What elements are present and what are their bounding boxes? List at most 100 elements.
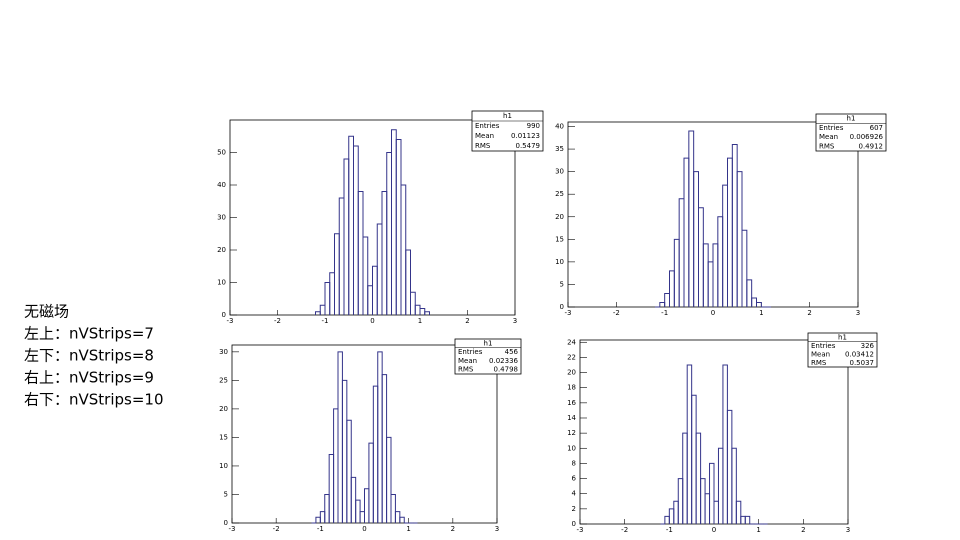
y-tick-label: 0: [572, 520, 576, 528]
y-tick-label: 30: [217, 214, 226, 222]
histogram-bin: [359, 511, 365, 523]
x-tick-label: -1: [666, 526, 673, 534]
histogram-bin: [693, 171, 699, 307]
x-tick-label: -2: [274, 317, 281, 325]
stats-title: h1: [503, 112, 512, 120]
x-tick-label: 1: [756, 526, 760, 534]
note-title: 无磁场: [24, 303, 69, 321]
y-tick-label: 10: [567, 444, 576, 452]
x-tick-label: -2: [613, 309, 620, 317]
histogram-bin: [386, 152, 392, 315]
histogram-bin: [678, 198, 685, 307]
y-tick-label: 10: [555, 258, 564, 266]
histogram-bin: [364, 488, 370, 523]
histogram-bin: [390, 493, 396, 523]
histogram-bin: [717, 447, 724, 524]
stats-value: 990: [527, 122, 540, 130]
stats-value: 0.4912: [859, 142, 884, 150]
y-tick-label: 18: [567, 384, 576, 392]
stats-title: h1: [484, 339, 493, 347]
stats-label: Mean: [811, 350, 830, 358]
histogram-bin: [722, 364, 728, 524]
histogram-bin: [315, 311, 321, 315]
histogram-bin: [414, 304, 421, 315]
histogram-bin: [381, 191, 388, 315]
histogram-bin: [319, 304, 326, 315]
stats-value: 607: [870, 124, 883, 132]
histogram-bin: [405, 249, 411, 315]
histogram-bin: [683, 157, 690, 307]
histogram-bin: [377, 351, 383, 523]
histogram-bin: [682, 432, 688, 524]
y-tick-label: 8: [572, 459, 576, 467]
note-line: 右上：nVStrips=9: [24, 369, 154, 387]
histogram-bin: [673, 238, 680, 307]
histogram-bin: [372, 385, 379, 523]
histogram-bin: [400, 184, 407, 315]
histogram-bin: [386, 436, 392, 523]
y-tick-label: 20: [555, 213, 564, 221]
histogram-bin: [712, 243, 719, 307]
x-tick-label: 3: [856, 309, 860, 317]
stats-label: Mean: [458, 357, 477, 365]
stats-value: 0.02336: [489, 357, 518, 365]
histogram-bin: [324, 493, 330, 523]
y-tick-label: 25: [555, 190, 564, 198]
y-tick-label: 24: [567, 338, 576, 346]
y-tick-label: 25: [219, 376, 228, 384]
histogram-bin: [751, 297, 757, 307]
x-tick-label: 1: [759, 309, 763, 317]
y-tick-label: 5: [560, 280, 564, 288]
histogram-bin: [722, 184, 728, 307]
x-tick-label: 3: [513, 317, 517, 325]
y-tick-label: 22: [567, 353, 576, 361]
histogram-bin: [659, 301, 666, 307]
histogram-bin: [686, 364, 693, 524]
stats-value: 0.5037: [850, 359, 875, 367]
histogram-bin: [319, 511, 326, 523]
stats-label: RMS: [458, 366, 474, 374]
stats-label: Entries: [475, 122, 500, 130]
x-tick-label: 2: [807, 309, 811, 317]
y-tick-label: 40: [217, 181, 226, 189]
stats-label: Entries: [458, 348, 483, 356]
stats-title: h1: [838, 333, 847, 341]
y-tick-label: 10: [219, 462, 228, 470]
histogram-bin: [341, 379, 348, 523]
histogram-bin: [357, 191, 364, 315]
histogram-bin: [673, 500, 679, 524]
histogram-bin: [707, 261, 714, 307]
stats-label: Entries: [819, 124, 844, 132]
y-tick-label: 0: [560, 303, 564, 311]
histogram-bin: [338, 197, 345, 315]
histogram-bin: [744, 515, 751, 524]
y-tick-label: 20: [567, 369, 576, 377]
histogram-bin: [713, 500, 719, 524]
histogram-bin: [329, 272, 335, 315]
histogram-bin: [367, 285, 373, 315]
histogram-bin: [688, 130, 695, 307]
histogram-bin: [368, 442, 374, 523]
note-line: 左上：nVStrips=7: [24, 325, 154, 343]
y-tick-label: 0: [224, 519, 228, 527]
histogram-bin: [395, 139, 402, 315]
histogram-bin: [702, 243, 709, 307]
histogram-bin: [315, 516, 321, 523]
y-tick-label: 20: [217, 246, 226, 254]
y-tick-label: 14: [567, 414, 576, 422]
histogram-bin: [424, 311, 430, 315]
stats-box: [454, 338, 522, 375]
histogram-bin: [698, 207, 704, 307]
histogram-bin: [394, 511, 401, 523]
histogram-bin: [334, 233, 340, 315]
histogram-bin: [399, 516, 405, 523]
x-tick-label: 0: [712, 526, 716, 534]
y-tick-label: 2: [572, 505, 576, 513]
x-tick-label: -3: [227, 317, 234, 325]
x-tick-label: 2: [465, 317, 469, 325]
histogram-bin: [726, 409, 733, 524]
histogram-bin: [664, 292, 670, 307]
y-tick-label: 12: [567, 429, 576, 437]
histogram-bin: [391, 129, 397, 315]
